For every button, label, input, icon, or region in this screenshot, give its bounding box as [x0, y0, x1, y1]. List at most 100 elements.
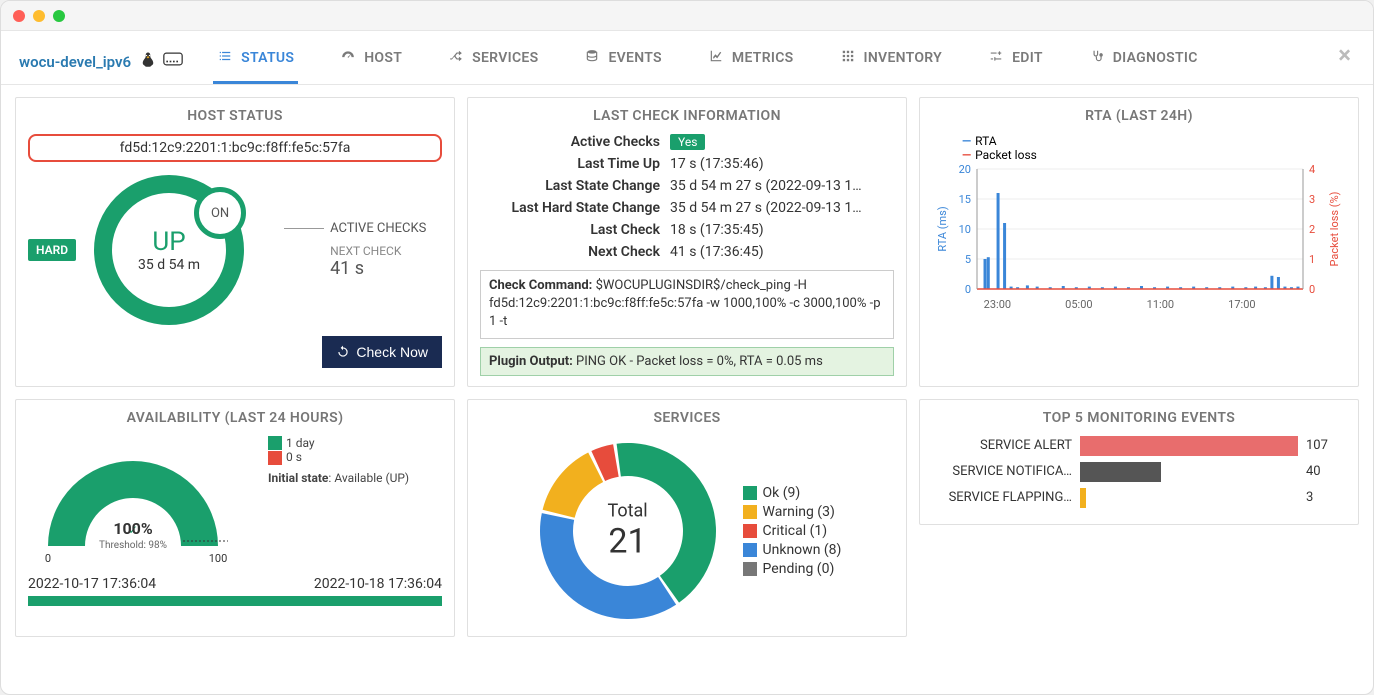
close-icon[interactable]: ×	[1338, 41, 1351, 69]
svg-text:4: 4	[1309, 163, 1315, 176]
kv-key: Last Check	[480, 222, 660, 238]
panel-title: AVAILABILITY (LAST 24 HOURS)	[28, 410, 442, 426]
host-name[interactable]: wocu-devel_ipv6	[19, 53, 131, 71]
svg-text:2: 2	[1309, 223, 1315, 236]
nav-bar: wocu-devel_ipv6 STATUS HOST SERVICES EVENTS…	[1, 31, 1373, 85]
svg-text:Threshold: 98%: Threshold: 98%	[99, 540, 167, 551]
host-address: fd5d:12c9:2201:1:bc9c:f8ff:fe5c:57fa	[28, 134, 442, 162]
state-ring: UP 35 d 54 m ON	[94, 175, 244, 325]
panel-host-status: HOST STATUS fd5d:12c9:2201:1:bc9c:f8ff:f…	[15, 97, 455, 387]
chart-icon	[708, 49, 724, 67]
traffic-light-min[interactable]	[33, 10, 45, 22]
plugin-output-box: Plugin Output: PING OK - Packet loss = 0…	[480, 347, 894, 376]
svg-text:10: 10	[959, 223, 971, 236]
app-window: wocu-devel_ipv6 STATUS HOST SERVICES EVENTS…	[0, 0, 1374, 695]
panel-last-check: LAST CHECK INFORMATION Active Checks Yes L…	[467, 97, 907, 387]
gauge-icon	[340, 49, 356, 67]
panel-events: TOP 5 MONITORING EVENTS SERVICE ALERT107…	[919, 399, 1359, 525]
refresh-icon	[336, 345, 350, 359]
rta-legend: —RTA —Packet loss	[962, 134, 1037, 162]
device-icon	[163, 51, 183, 73]
svg-text:20: 20	[959, 163, 971, 176]
tab-events[interactable]: EVENTS	[580, 39, 665, 84]
svg-text:1: 1	[1309, 253, 1315, 266]
svg-text:100%: 100%	[113, 519, 153, 538]
check-command-box: Check Command: $WOCUPLUGINSDIR$/check_pi…	[480, 270, 894, 339]
tab-host[interactable]: HOST	[336, 39, 406, 84]
kv-key: Last Hard State Change	[480, 200, 660, 216]
steth-icon	[1089, 49, 1105, 67]
panel-rta-chart: RTA (LAST 24H) —RTA —Packet loss 0510152…	[919, 97, 1359, 387]
panel-availability: AVAILABILITY (LAST 24 HOURS) ✓ 100%Thres…	[15, 399, 455, 637]
svg-text:5: 5	[965, 253, 971, 266]
titlebar	[1, 1, 1373, 31]
kv-value: 35 d 54 m 27 s (2022-09-13 1…	[670, 178, 894, 194]
svg-text:11:00: 11:00	[1147, 298, 1174, 311]
tab-services[interactable]: SERVICES	[444, 39, 542, 84]
svg-text:0: 0	[45, 552, 51, 565]
panel-title: HOST STATUS	[28, 108, 442, 124]
svg-text:0: 0	[1309, 283, 1315, 296]
db-icon	[584, 49, 600, 67]
active-checks-ring: ON	[194, 187, 246, 239]
panel-services: SERVICES Total 21 Ok (9)Warning (3)Criti…	[467, 399, 907, 637]
svg-text:15: 15	[959, 193, 971, 206]
tab-diagnostic[interactable]: DIAGNOSTIC	[1085, 39, 1202, 84]
svg-text:0: 0	[965, 283, 971, 296]
legend-item: Critical (1)	[743, 523, 842, 539]
availability-legend: 1 day 0 s Initial state: Available (UP)	[268, 436, 409, 486]
state-type-badge: HARD	[28, 239, 76, 261]
tab-metrics[interactable]: METRICS	[704, 39, 798, 84]
availability-gauge: ✓ 100%Threshold: 98%0100	[28, 436, 258, 566]
tab-bar: STATUS HOST SERVICES EVENTS METRICS INVENTORY…	[213, 39, 1355, 84]
services-legend: Ok (9)Warning (3)Critical (1)Unknown (8)…	[743, 482, 842, 580]
availability-start: 2022-10-17 17:36:04	[28, 576, 156, 592]
availability-end: 2022-10-18 17:36:04	[314, 576, 442, 592]
svg-text:23:00: 23:00	[984, 298, 1011, 311]
check-now-button[interactable]: Check Now	[322, 336, 442, 368]
panel-title: TOP 5 MONITORING EVENTS	[932, 410, 1346, 426]
panel-title: RTA (LAST 24H)	[932, 108, 1346, 124]
kv-key: Active Checks	[480, 134, 660, 150]
legend-item: Unknown (8)	[743, 542, 842, 558]
list-icon	[217, 49, 233, 67]
kv-key: Next Check	[480, 244, 660, 260]
state-duration: 35 d 54 m	[138, 257, 200, 273]
legend-item: Ok (9)	[743, 485, 842, 501]
last-check-kv: Active Checks Yes Last Time Up 17 s (17:35:…	[480, 134, 894, 260]
legend-item: Pending (0)	[743, 561, 842, 577]
svg-text:17:00: 17:00	[1228, 298, 1255, 311]
grid-icon	[840, 49, 856, 67]
kv-value: 35 d 54 m 27 s (2022-09-13 1…	[670, 200, 894, 216]
kv-value: 41 s (17:36:45)	[670, 244, 894, 260]
state-label: UP	[152, 227, 185, 257]
panel-title: SERVICES	[480, 410, 894, 426]
linux-icon	[139, 51, 157, 73]
svg-text:RTA (ms): RTA (ms)	[936, 206, 949, 251]
availability-bar	[28, 596, 442, 606]
checks-info: ACTIVE CHECKS NEXT CHECK 41 s	[284, 221, 426, 279]
event-row: SERVICE NOTIFICA…40	[932, 462, 1346, 482]
svg-text:100: 100	[209, 552, 228, 565]
svg-text:Packet loss (%): Packet loss (%)	[1328, 191, 1341, 266]
tab-edit[interactable]: EDIT	[984, 39, 1047, 84]
kv-value: 18 s (17:35:45)	[670, 222, 894, 238]
traffic-light-max[interactable]	[53, 10, 65, 22]
sliders-icon	[988, 49, 1004, 67]
tab-inventory[interactable]: INVENTORY	[836, 39, 947, 84]
tab-status[interactable]: STATUS	[213, 39, 298, 84]
kv-key: Last Time Up	[480, 156, 660, 172]
events-rows: SERVICE ALERT107 SERVICE NOTIFICA…40 SERVI…	[932, 436, 1346, 508]
traffic-light-close[interactable]	[13, 10, 25, 22]
kv-value: 17 s (17:35:46)	[670, 156, 894, 172]
event-row: SERVICE ALERT107	[932, 436, 1346, 456]
event-row: SERVICE FLAPPING…3	[932, 488, 1346, 508]
shuffle-icon	[448, 49, 464, 67]
svg-text:3: 3	[1309, 193, 1315, 206]
kv-key: Last State Change	[480, 178, 660, 194]
kv-value: Yes	[670, 134, 894, 150]
services-donut: Total 21	[533, 436, 723, 626]
panel-title: LAST CHECK INFORMATION	[480, 108, 894, 124]
svg-text:05:00: 05:00	[1065, 298, 1092, 311]
dashboard-grid: HOST STATUS fd5d:12c9:2201:1:bc9c:f8ff:f…	[1, 85, 1373, 649]
